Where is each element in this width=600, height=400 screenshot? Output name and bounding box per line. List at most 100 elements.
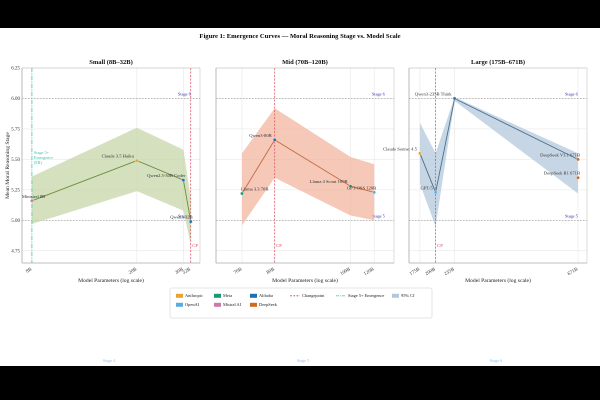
legend-swatch xyxy=(392,293,399,298)
panel-frame xyxy=(21,67,201,264)
point-label: GPT-OSS 120B xyxy=(347,185,376,190)
faint-stage-label: Stage 5 xyxy=(297,358,309,363)
y-tick-label: 5.75 xyxy=(11,128,20,133)
ci-band xyxy=(31,127,191,245)
legend-item: Alibaba xyxy=(250,293,273,298)
stage-6-label: Stage 6 xyxy=(372,91,386,96)
legend-label: OpenAI xyxy=(185,302,200,307)
legend-box xyxy=(169,287,433,319)
x-tick-label: 671B xyxy=(567,267,579,277)
legend-label: Anthropic xyxy=(185,293,203,298)
point-label: Llama 3.3 70B xyxy=(241,187,268,192)
legend-label: Mistral AI xyxy=(223,302,242,307)
legend-item: Stage 5+ Emergence xyxy=(336,293,384,298)
x-tick-label: 175B xyxy=(409,267,421,277)
point-label: Ministral 8B xyxy=(22,194,45,199)
data-point xyxy=(135,158,139,163)
panel-3: Stage 6 Stage 5 CP Claude Sonnet 4.5 GPT-5 Qw… xyxy=(383,59,588,363)
x-axis-label: Model Parameters (log scale) xyxy=(272,277,338,284)
x-tick-label: 32B xyxy=(182,267,192,276)
series-line xyxy=(419,97,579,194)
series-line xyxy=(241,139,375,194)
point-label: DeepSeek R1 671B xyxy=(544,171,580,176)
point-label: Qwen3-80B xyxy=(249,133,271,138)
point-label: Claude 3.5 Haiku xyxy=(102,154,135,159)
panel-title: Large (175B–671B) xyxy=(471,59,525,66)
legend-swatch xyxy=(214,293,221,298)
faint-stage-label: Stage 4 xyxy=(103,358,116,363)
y-tick-label: 6.25 xyxy=(11,67,20,72)
legend-item: Mistral AI xyxy=(214,302,242,307)
data-point xyxy=(452,96,457,101)
point-label: Llama 4 Scout 109B xyxy=(310,179,348,184)
legend-label: 95% CI xyxy=(401,293,415,298)
point-label: GPT-5 xyxy=(421,185,434,190)
stage-5-label: Stage 5 xyxy=(372,213,385,218)
legend-label: Stage 5+ Emergence xyxy=(348,293,384,298)
data-point xyxy=(576,175,580,180)
panel-frame xyxy=(408,67,588,264)
legend-swatch xyxy=(176,302,183,307)
faint-stage-label: Stage 6 xyxy=(490,358,502,363)
legend-item: DeepSeek xyxy=(250,302,278,307)
point-label: Qwen2.5-30B Coder xyxy=(147,173,186,178)
x-tick-label: 235B xyxy=(444,267,456,277)
legend-item: 95% CI xyxy=(392,293,415,298)
y-axis-label: Mean Moral Reasoning Stage xyxy=(5,132,11,199)
changepoint-label: CP xyxy=(276,243,282,248)
legend-label: Alibaba xyxy=(259,293,273,298)
data-point xyxy=(240,191,244,196)
y-tick-label: 5.50 xyxy=(11,158,20,163)
legend-label: DeepSeek xyxy=(259,302,278,307)
legend-item: Meta xyxy=(214,293,232,298)
legend-label: Meta xyxy=(223,293,232,298)
emergence-label: Stage 5+ Emergence (8B) xyxy=(34,150,53,165)
x-tick-label: 30B xyxy=(175,267,185,276)
y-tick-label: 6.00 xyxy=(11,97,20,102)
legend-swatch xyxy=(176,293,183,298)
data-point xyxy=(576,157,580,162)
x-tick-label: 70B xyxy=(233,267,243,276)
changepoint-label: CP xyxy=(192,243,198,248)
stage-5-label: Stage 5 xyxy=(565,213,578,218)
emergence-label-line: Stage 5+ xyxy=(34,150,50,155)
x-axis-label: Model Parameters (log scale) xyxy=(465,277,531,284)
data-point xyxy=(433,190,438,195)
legend-item: Anthropic xyxy=(176,293,203,298)
emergence-label-line: Emergence xyxy=(34,155,53,160)
point-label: Qwen3-235B Think xyxy=(415,91,452,96)
x-axis-label: Model Parameters (log scale) xyxy=(78,277,144,284)
x-tick-label: 120B xyxy=(363,267,375,277)
stage-5-label: Stage 5 xyxy=(178,213,191,218)
data-point xyxy=(272,138,277,142)
legend-swatch xyxy=(214,302,221,307)
legend-swatch xyxy=(250,293,257,298)
panel-1: 4.75 5.00 5.25 5.50 5.75 6.00 6.25 Stage 6 Stage… xyxy=(5,59,201,363)
point-label: Claude Sonnet 4.5 xyxy=(383,146,418,151)
emergence-label-line: (8B) xyxy=(34,160,42,165)
y-tick-label: 5.00 xyxy=(11,219,20,224)
x-tick-label: 20B xyxy=(128,267,138,276)
stage-6-label: Stage 6 xyxy=(178,91,192,96)
x-tick-label: 109B xyxy=(340,267,352,277)
changepoint-label: CP xyxy=(437,243,443,248)
data-point xyxy=(372,190,376,195)
ci-band xyxy=(242,108,375,226)
legend-swatch xyxy=(250,302,257,307)
figure-title: Figure 1: Emergence Curves — Moral Reaso… xyxy=(199,33,400,40)
panel-title: Mid (70B–120B) xyxy=(282,59,328,66)
data-point xyxy=(189,219,193,224)
y-tick-label: 5.25 xyxy=(11,189,20,194)
series-line xyxy=(31,160,192,222)
legend-label: Changepoint xyxy=(302,293,325,298)
data-point xyxy=(30,199,34,203)
panel-title: Small (8B–32B) xyxy=(89,59,133,66)
legend-item: OpenAI xyxy=(176,302,200,307)
stage-6-label: Stage 6 xyxy=(565,91,579,96)
data-point xyxy=(181,178,186,182)
x-tick-label: 80B xyxy=(266,267,276,276)
point-label: DeepSeek V3.1 671B xyxy=(540,152,580,157)
